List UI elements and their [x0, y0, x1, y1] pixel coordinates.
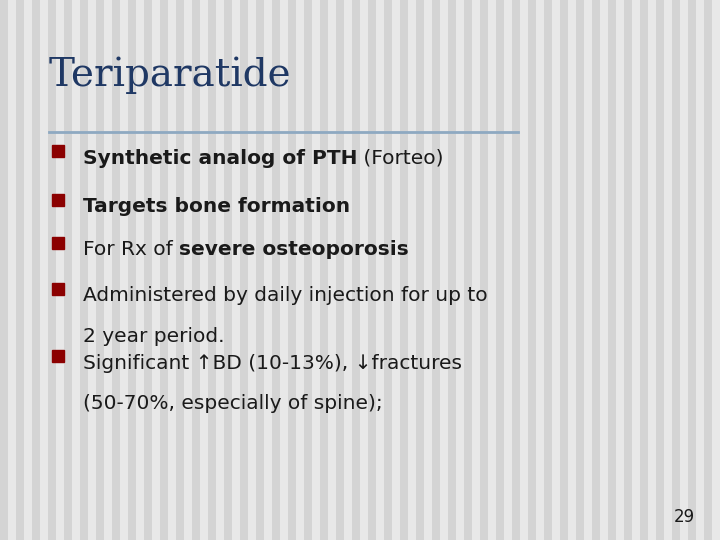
Bar [560, 0, 568, 540]
Bar [208, 0, 216, 540]
Bar [528, 0, 536, 540]
Text: Targets bone formation: Targets bone formation [83, 197, 350, 216]
Bar [352, 0, 360, 540]
Bar [96, 0, 104, 540]
Bar [608, 0, 616, 540]
Bar [16, 0, 24, 540]
Bar [464, 0, 472, 540]
Bar [544, 0, 552, 540]
Text: 29: 29 [674, 509, 695, 526]
Bar [432, 0, 440, 540]
Bar [640, 0, 648, 540]
Bar [128, 0, 136, 540]
Bar [160, 0, 168, 540]
Bar [592, 0, 600, 540]
Bar [288, 0, 296, 540]
Bar [176, 0, 184, 540]
Text: Administered by daily injection for up to: Administered by daily injection for up t… [83, 286, 487, 305]
Bar [80, 0, 88, 540]
Bar [496, 0, 504, 540]
Bar [272, 0, 280, 540]
Text: severe osteoporosis: severe osteoporosis [179, 240, 409, 259]
Bar [368, 0, 376, 540]
Bar [256, 0, 264, 540]
Bar [656, 0, 664, 540]
Bar [64, 0, 72, 540]
Bar [416, 0, 424, 540]
Bar [48, 0, 56, 540]
Bar [240, 0, 248, 540]
Text: Significant ↑BD (10-13%), ↓fractures: Significant ↑BD (10-13%), ↓fractures [83, 354, 462, 373]
Bar [224, 0, 232, 540]
Bar [0, 0, 8, 540]
Bar [320, 0, 328, 540]
Bar [192, 0, 200, 540]
Bar [384, 0, 392, 540]
Bar [304, 0, 312, 540]
Bar [704, 0, 712, 540]
Text: (50-70%, especially of spine);: (50-70%, especially of spine); [83, 394, 382, 413]
Bar [512, 0, 520, 540]
Bar [336, 0, 344, 540]
Bar [576, 0, 584, 540]
Bar [144, 0, 152, 540]
Text: Teriparatide: Teriparatide [49, 57, 292, 94]
Text: Synthetic analog of PTH: Synthetic analog of PTH [83, 148, 357, 167]
Bar [624, 0, 632, 540]
Bar [480, 0, 488, 540]
Text: 2 year period.: 2 year period. [83, 327, 225, 346]
Text: (Forteo): (Forteo) [357, 148, 444, 167]
Text: For Rx of: For Rx of [83, 240, 179, 259]
Bar [672, 0, 680, 540]
Bar [32, 0, 40, 540]
Bar [688, 0, 696, 540]
Bar [448, 0, 456, 540]
Bar [400, 0, 408, 540]
Bar [112, 0, 120, 540]
